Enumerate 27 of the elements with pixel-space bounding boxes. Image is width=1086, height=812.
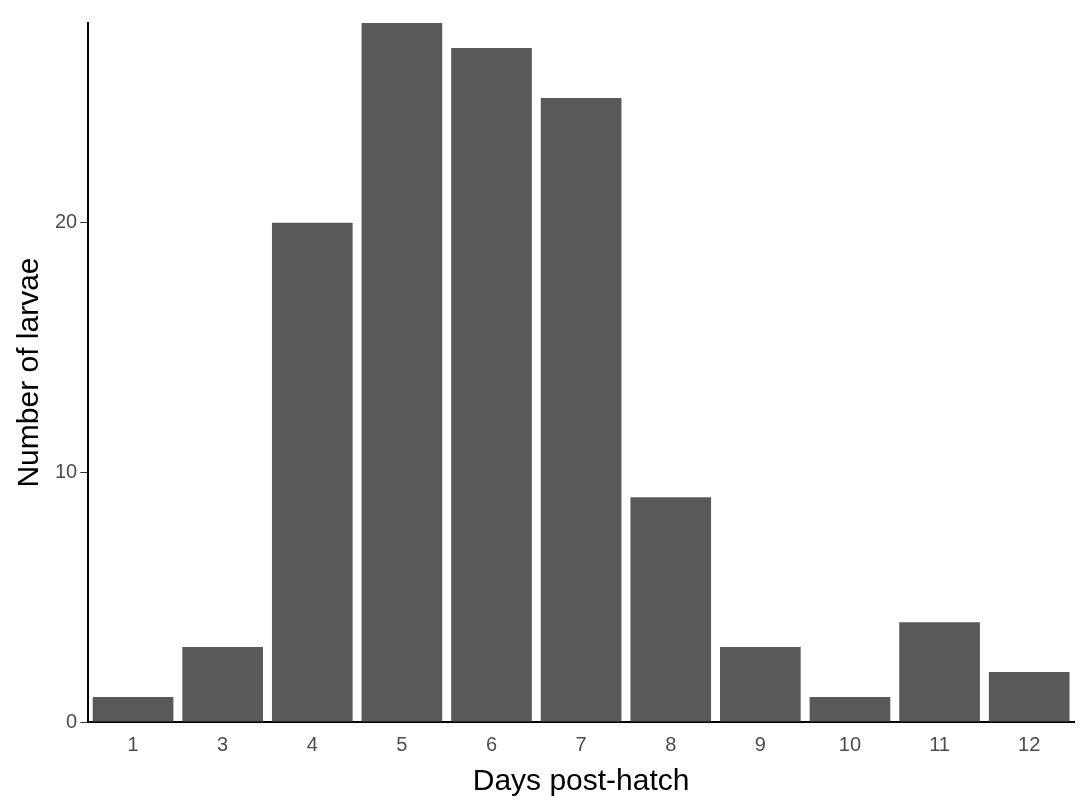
bar [92, 697, 174, 722]
x-tick-label: 6 [485, 732, 498, 755]
bar [182, 647, 263, 722]
bar [361, 23, 443, 722]
bar [988, 672, 1070, 722]
x-tick-label: 8 [665, 732, 677, 755]
bar [540, 97, 622, 722]
y-axis-title: Number of larvae [11, 257, 45, 488]
x-tick-label: 1 [127, 732, 139, 755]
x-tick-label: 11 [929, 732, 950, 755]
bar [630, 497, 712, 722]
x-tick-label: 9 [754, 732, 766, 755]
x-axis-title: Days post-hatch [472, 763, 690, 797]
bar [899, 622, 980, 722]
x-tick-label: 4 [306, 732, 318, 755]
bar [720, 647, 801, 722]
x-tick-label: 12 [1018, 732, 1041, 755]
y-tick-label: 10 [55, 459, 78, 482]
y-tick-label: 20 [55, 210, 78, 233]
x-tick-label: 7 [575, 732, 587, 755]
bar [271, 222, 353, 722]
bar [809, 697, 891, 722]
x-tick-label: 5 [396, 732, 408, 755]
y-tick-label: 0 [66, 709, 78, 732]
bar [451, 47, 532, 722]
x-tick-label: 3 [217, 732, 229, 755]
x-tick-label: 10 [838, 732, 862, 755]
